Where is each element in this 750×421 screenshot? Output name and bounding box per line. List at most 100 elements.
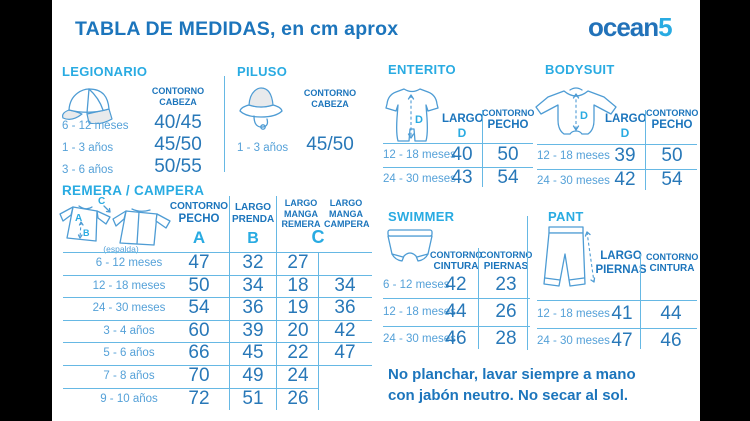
bodysuit-largo-value: 39 <box>614 145 636 166</box>
remera-row-label: 3 - 4 años <box>103 325 155 337</box>
swimmer-piernas-value: 23 <box>495 274 517 295</box>
row-line <box>383 298 530 299</box>
remera-a-label: A <box>75 213 82 224</box>
bodysuit-row-label: 12 - 18 meses <box>537 150 610 162</box>
enterito-row-label: 24 - 30 meses <box>383 173 456 185</box>
remera-c1-value: 26 <box>287 388 309 409</box>
remera-a-value: 72 <box>188 388 210 409</box>
remera-a-value: 66 <box>188 342 210 363</box>
row-line <box>63 365 372 366</box>
swimmer-row-label: 24 - 30 meses <box>383 333 456 345</box>
remera-c2-value: 47 <box>334 342 356 363</box>
pant-largo-value: 41 <box>611 303 633 324</box>
pant-cintura-value: 44 <box>660 303 682 324</box>
row-line <box>63 388 318 389</box>
enterito-largo-value: 40 <box>451 144 473 165</box>
legionario-row-label: 6 - 12 meses <box>62 120 129 132</box>
row-line <box>537 169 697 170</box>
remera-col-c1-header: LARGO MANGA REMERA <box>281 198 321 230</box>
enterito-col1-letter: D <box>457 126 467 140</box>
piluso-row-value: 45/50 <box>306 134 354 155</box>
remera-campera-icon: A B C (espalda) <box>58 196 178 254</box>
legionario-row-value: 40/45 <box>154 112 202 133</box>
legionario-col-header: CONTORNO CABEZA <box>151 86 205 107</box>
enterito-col2-header: CONTORNO PECHO <box>482 108 535 131</box>
remera-a-value: 70 <box>188 365 210 386</box>
remera-campera-title: REMERA / CAMPERA <box>62 183 205 198</box>
swimmer-cintura-value: 46 <box>445 328 467 349</box>
enterito-largo-value: 43 <box>451 167 473 188</box>
swimmer-col2-header: CONTORNO PIERNAS <box>480 250 533 272</box>
legionario-row-value: 50/55 <box>154 156 202 177</box>
pant-cintura-value: 46 <box>660 330 682 351</box>
remera-col-c-letter: C <box>311 227 325 247</box>
row-line <box>63 342 372 343</box>
row-line <box>537 328 697 329</box>
remera-c2-value: 34 <box>334 275 356 296</box>
page-title: TABLA DE MEDIDAS, en cm aprox <box>75 18 399 40</box>
bodysuit-title: BODYSUIT <box>545 62 615 77</box>
row-line <box>383 167 533 168</box>
remera-c1-value: 18 <box>287 275 309 296</box>
remera-c1-value: 27 <box>287 252 309 273</box>
remera-b-value: 39 <box>242 320 264 341</box>
piluso-hat-icon <box>236 84 286 132</box>
remera-b-value: 51 <box>242 388 264 409</box>
column-divider <box>229 196 230 410</box>
remera-row-label: 6 - 12 meses <box>95 257 163 269</box>
swimmer-cintura-value: 44 <box>445 301 467 322</box>
swimmer-col1-header: CONTORNO CINTURA <box>430 250 483 272</box>
remera-c1-value: 22 <box>287 342 309 363</box>
remera-c1-value: 19 <box>287 297 309 318</box>
bodysuit-col2-header: CONTORNO PECHO <box>646 108 699 131</box>
remera-a-value: 60 <box>188 320 210 341</box>
remera-row-label: 24 - 30 meses <box>92 302 166 314</box>
section-divider <box>224 76 225 172</box>
bodysuit-pecho-value: 50 <box>661 145 683 166</box>
row-line <box>63 297 372 298</box>
swimmer-cintura-value: 42 <box>445 274 467 295</box>
swimmer-row-label: 12 - 18 meses <box>383 306 456 318</box>
remera-row-label: 12 - 18 meses <box>92 280 166 292</box>
remera-b-value: 36 <box>242 297 264 318</box>
column-divider <box>640 254 641 349</box>
bodysuit-largo-value: 42 <box>614 169 636 190</box>
remera-a-value: 50 <box>188 275 210 296</box>
swimmer-piernas-value: 26 <box>495 301 517 322</box>
remera-b-value: 49 <box>242 365 264 386</box>
column-divider <box>645 110 646 190</box>
piluso-row-label: 1 - 3 años <box>237 142 289 154</box>
remera-b-label: B <box>83 228 90 238</box>
remera-a-value: 54 <box>188 297 210 318</box>
remera-col-b-header: LARGO PRENDA <box>232 202 275 225</box>
enterito-title: ENTERITO <box>388 62 456 77</box>
swimmer-piernas-value: 28 <box>495 328 517 349</box>
swimmer-row-label: 6 - 12 meses <box>383 279 450 291</box>
bodysuit-measure-letter: D <box>580 110 588 122</box>
pant-row-label: 12 - 18 meses <box>537 308 610 320</box>
column-divider <box>318 252 319 410</box>
enterito-pecho-value: 50 <box>497 144 519 165</box>
legionario-row-label: 1 - 3 años <box>62 142 114 154</box>
remera-row-label: 9 - 10 años <box>100 393 158 405</box>
remera-b-value: 32 <box>242 252 264 273</box>
row-line <box>537 144 697 145</box>
bodysuit-row-label: 24 - 30 meses <box>537 175 610 187</box>
legionario-cap-icon <box>60 84 118 124</box>
care-note-line1: No planchar, lavar siempre a mano <box>388 366 636 383</box>
brand-logo-text: ocean <box>588 12 659 42</box>
piluso-col-header: CONTORNO CABEZA <box>303 88 357 109</box>
remera-c1-value: 24 <box>287 365 309 386</box>
remera-c2-value: 36 <box>334 297 356 318</box>
bodysuit-col1-header: LARGO <box>605 113 647 125</box>
legionario-row-label: 3 - 6 años <box>62 164 114 176</box>
row-line <box>537 300 697 301</box>
pant-row-label: 24 - 30 meses <box>537 335 610 347</box>
remera-col-a-letter: A <box>192 228 206 247</box>
remera-c-label: C <box>98 196 105 207</box>
piluso-title: PILUSO <box>237 64 288 79</box>
pant-col1-header: LARGO PIERNAS <box>595 250 647 276</box>
enterito-row-label: 12 - 18 meses <box>383 149 456 161</box>
enterito-measure-letter: D <box>415 114 423 126</box>
